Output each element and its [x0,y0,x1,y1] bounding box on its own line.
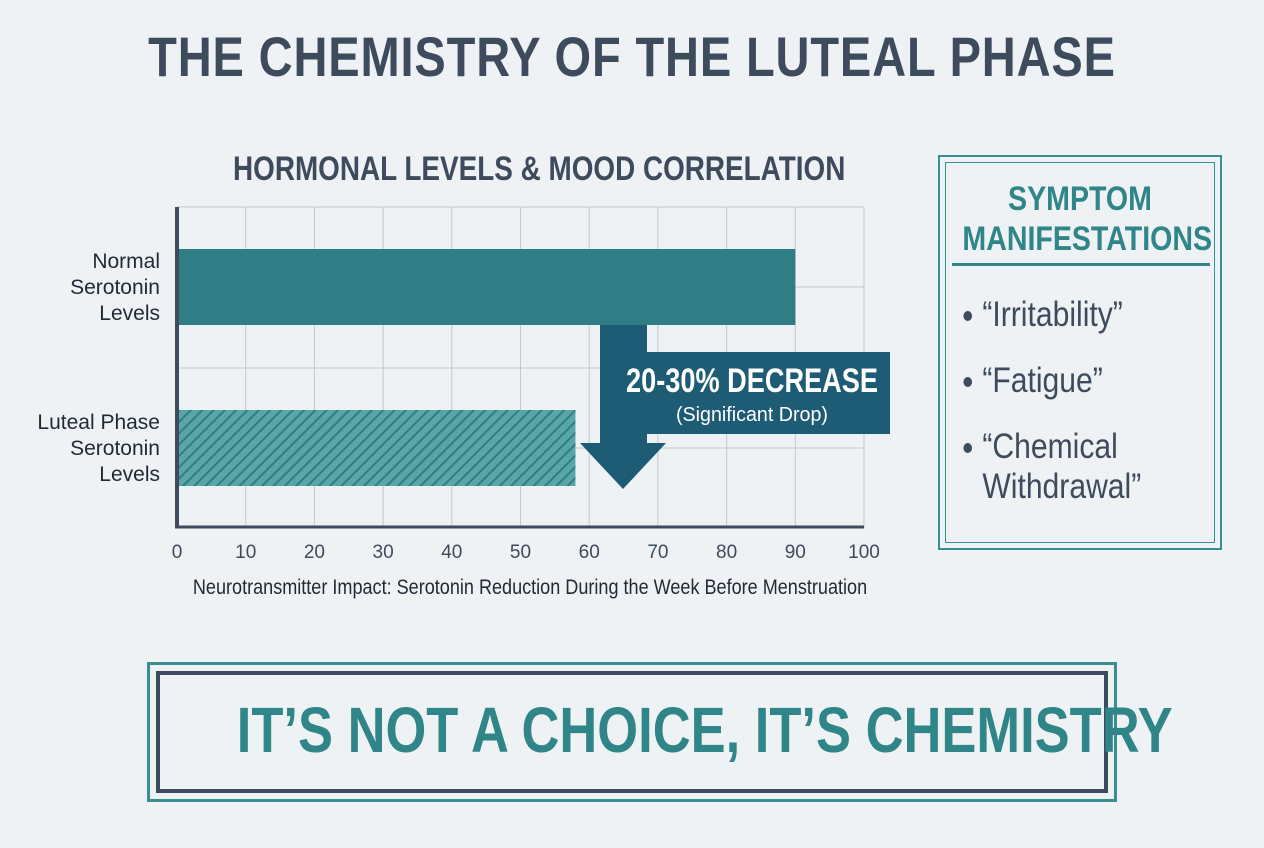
x-tick-label: 10 [235,542,256,563]
symptom-divider [952,263,1210,266]
chart-title: HORMONAL LEVELS & MOOD CORRELATION [233,150,846,188]
decrease-annotation: 20-30% DECREASE (Significant Drop) [580,325,890,489]
x-tick-label: 90 [785,542,806,563]
conclusion-banner-text: IT’S NOT A CHOICE, IT’S CHEMISTRY [236,694,1173,766]
category-label: Serotonin [70,276,160,299]
x-tick-label: 30 [373,542,394,563]
chart-axes [175,207,864,529]
symptom-item: “Chemical Withdrawal” [960,427,1154,507]
symptom-item: “Fatigue” [960,361,1175,401]
x-tick-label: 80 [716,542,737,563]
symptom-panel-title: SYMPTOM MANIFESTATIONS [962,179,1213,259]
category-label: Normal [92,250,160,273]
conclusion-banner: IT’S NOT A CHOICE, IT’S CHEMISTRY [147,662,1173,802]
x-tick-label: 40 [441,542,462,563]
category-label: Luteal Phase [37,411,160,434]
bullet-icon [963,443,973,453]
chart-labels: 0 10 20 30 40 50 60 70 80 90 100 Normal Serotonin Lev… [37,250,879,563]
x-tick-label: 50 [510,542,531,563]
bar [177,249,796,325]
bar [177,410,576,486]
symptom-item-text: “Chemical Withdrawal” [982,427,1142,506]
decrease-callout-box [603,352,890,434]
conclusion-banner-inner-border [156,671,1108,793]
symptom-list: “Irritability” “Fatigue” “Chemical Withd… [960,295,1210,533]
x-tick-label: 100 [848,542,880,563]
symptom-item: “Irritability” [960,295,1175,335]
decrease-subtext: (Significant Drop) [676,404,828,426]
x-tick-label: 0 [172,542,183,563]
symptom-title-line-2: MANIFESTATIONS [962,220,1213,258]
x-tick-label: 20 [304,542,325,563]
bullet-icon [963,377,973,387]
symptom-title-line-1: SYMPTOM [1008,180,1152,218]
decrease-headline: 20-30% DECREASE [626,362,878,400]
symptom-panel: SYMPTOM MANIFESTATIONS “Irritability” “F… [938,155,1222,550]
category-label: Levels [99,302,160,325]
page-title: THE CHEMISTRY OF THE LUTEAL PHASE [148,25,1116,88]
x-tick-label: 60 [579,542,600,563]
chart-bars [177,249,796,486]
bullet-icon [963,311,973,321]
symptom-panel-inner-border [945,162,1215,543]
category-label: Serotonin [70,437,160,460]
symptom-item-text: “Irritability” [982,295,1123,334]
x-tick-label: 70 [647,542,668,563]
category-label: Levels [99,463,160,486]
chart-x-axis-caption: Neurotransmitter Impact: Serotonin Reduc… [192,576,868,599]
symptom-item-text: “Fatigue” [982,361,1103,400]
